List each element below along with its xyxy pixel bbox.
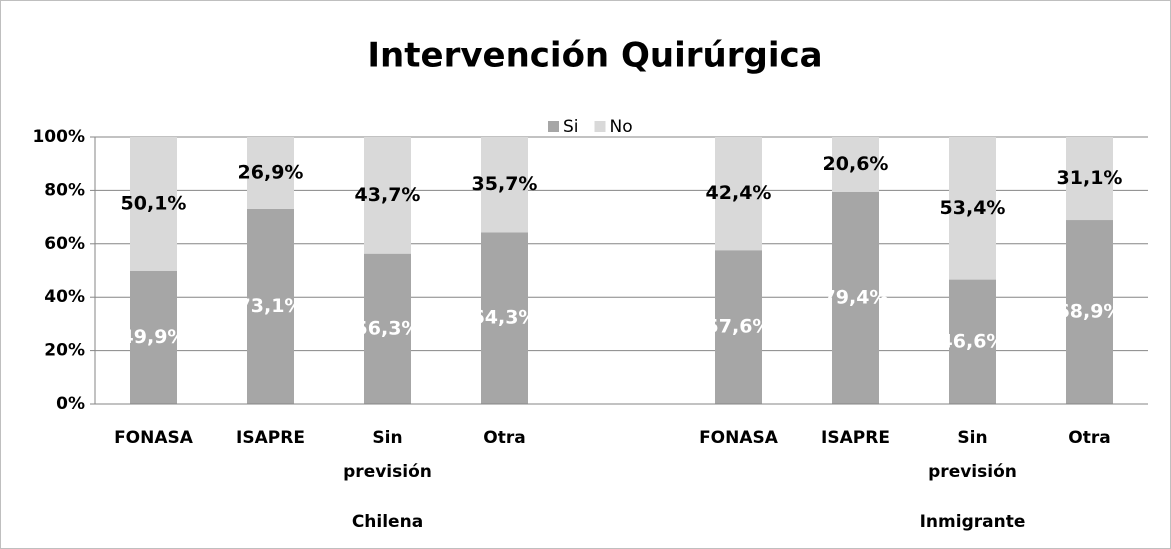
data-label: 79,4%: [823, 287, 889, 309]
bar-segment: [832, 137, 879, 193]
y-tick-label: 80%: [44, 180, 85, 200]
data-label: 49,9%: [121, 326, 187, 348]
bar-segment: [481, 137, 528, 233]
y-tick-label: 60%: [44, 234, 85, 254]
bar-segment: [949, 137, 996, 280]
data-label: 46,6%: [940, 330, 1006, 352]
bar-segment: [832, 192, 879, 404]
y-tick-label: 100%: [32, 127, 85, 147]
legend-label: No: [610, 117, 633, 137]
x-tick-label: Otra: [483, 428, 525, 448]
y-tick-label: 0%: [56, 394, 85, 414]
data-label: 43,7%: [355, 184, 421, 206]
data-label: 53,4%: [940, 197, 1006, 219]
data-label: 73,1%: [238, 295, 304, 317]
bar-segment: [247, 208, 294, 404]
x-tick-label: Sin previsión: [928, 428, 1017, 482]
x-tick-label: Sin previsión: [343, 428, 432, 482]
bar-segment: [1066, 137, 1113, 221]
data-label: 56,3%: [355, 317, 421, 339]
x-tick-label: Otra: [1068, 428, 1110, 448]
chart-title: Intervención Quirúrgica: [367, 36, 822, 76]
x-tick-label: ISAPRE: [236, 428, 305, 448]
bar-segment: [1066, 220, 1113, 404]
bar-segment: [949, 279, 996, 404]
x-tick-label: FONASA: [699, 428, 779, 448]
bar-segment: [715, 137, 762, 251]
data-label: 20,6%: [823, 153, 889, 175]
x-tick-label: FONASA: [114, 428, 194, 448]
bar-segment: [130, 137, 177, 271]
y-tick-label: 40%: [44, 287, 85, 307]
x-tick-label: ISAPRE: [821, 428, 890, 448]
bar-segment: [364, 137, 411, 254]
bar-segment: [715, 250, 762, 404]
group-label: Inmigrante: [920, 512, 1026, 532]
bar-segment: [130, 270, 177, 404]
data-label: 26,9%: [238, 161, 304, 183]
data-label: 31,1%: [1057, 167, 1123, 189]
legend-swatch: [548, 121, 559, 132]
data-label: 64,3%: [472, 307, 538, 329]
legend-swatch: [594, 121, 606, 132]
bar-segment: [364, 253, 411, 404]
data-label: 42,4%: [706, 182, 772, 204]
data-label: 68,9%: [1057, 301, 1123, 323]
bar-segment: [481, 232, 528, 404]
bar-segment: [247, 137, 294, 209]
y-tick-label: 20%: [44, 341, 85, 361]
group-label: Chilena: [352, 512, 423, 532]
data-label: 50,1%: [121, 192, 187, 214]
data-label: 35,7%: [472, 173, 538, 195]
data-label: 57,6%: [706, 316, 772, 338]
legend-label: Si: [563, 117, 579, 137]
